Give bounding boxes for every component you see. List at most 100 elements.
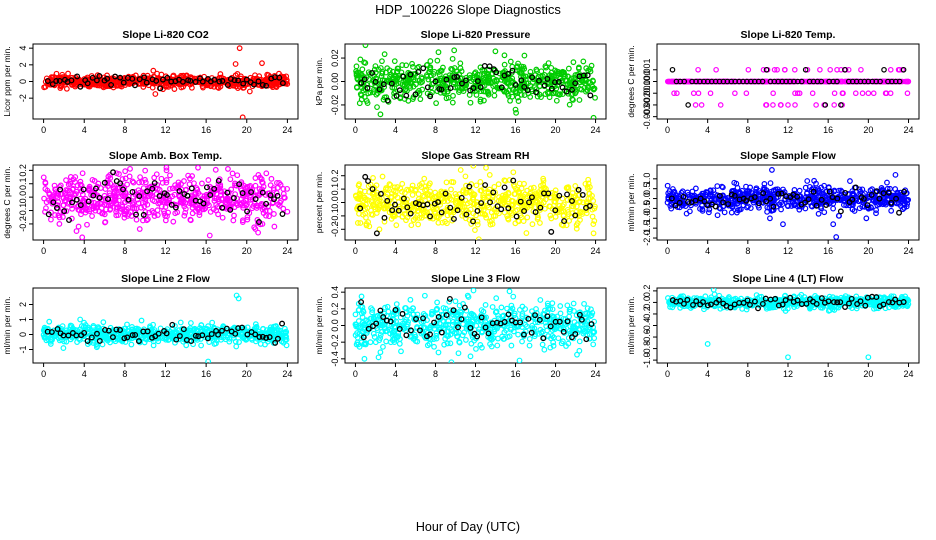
data-point [100,319,107,326]
data-point [251,224,258,231]
data-point [266,213,272,220]
data-point [410,217,417,223]
data-point [545,60,552,67]
data-point [851,208,858,214]
data-point [113,212,120,219]
y-axis-label: degrees C per min. [626,45,636,117]
x-tick-label: 20 [242,246,252,256]
data-point [470,165,477,169]
data-point [483,70,490,77]
data-point [111,190,118,196]
data-point [680,193,687,200]
data-point [191,194,198,201]
data-point [194,205,201,212]
data-point [357,220,364,226]
data-point [255,78,262,85]
data-point [206,202,212,209]
data-point [775,194,781,200]
data-point [45,336,51,342]
data-point [110,82,117,89]
data-point [279,80,286,87]
data-point [169,321,176,328]
data-point [122,211,128,218]
data-point [427,93,434,100]
panel-title: Slope Li-820 Pressure [421,29,531,41]
x-tick-label: 12 [160,246,170,256]
data-point [444,204,451,211]
data-point [901,188,908,195]
data-point [356,181,362,188]
data-point [770,102,776,108]
data-point [96,194,103,201]
x-tick-label: 12 [470,125,480,135]
data-point [805,196,812,203]
y-tick-label: 0.0 [330,196,340,209]
data-points [40,165,291,240]
data-point [184,192,191,199]
data-point [187,77,194,84]
data-point [427,66,434,73]
data-point [399,62,406,68]
data-point [830,205,837,212]
data-point [56,220,63,227]
data-point [792,90,798,97]
data-point [827,66,833,73]
data-point [751,194,758,201]
data-point [160,86,166,93]
y-tick-label: 4 [18,46,28,51]
data-point [582,80,589,87]
data-point [731,192,738,199]
x-tick-label: 16 [201,125,211,135]
data-point [133,211,140,218]
data-point [142,179,149,186]
data-point [582,180,589,187]
data-point [163,165,170,171]
data-point [132,332,139,338]
data-point [401,190,408,196]
figure-x-axis-label: Hour of Day (UTC) [416,520,520,534]
data-point [151,180,158,186]
data-point [767,215,773,222]
y-tick-label: 1.0 [642,173,652,186]
data-point [219,204,226,211]
x-tick-label: 8 [433,125,438,135]
y-tick-label: 0.5 [642,182,652,195]
data-point [433,205,440,212]
data-point [407,79,414,86]
data-points [353,44,598,119]
data-point [179,78,186,85]
data-point [450,215,457,222]
data-point [809,90,816,97]
data-point [284,208,291,215]
data-point [162,336,169,343]
data-points [40,292,290,363]
data-point [104,72,110,79]
x-tick-label: 16 [511,125,521,135]
data-point [435,199,441,206]
data-point [888,207,895,214]
data-point [167,172,173,179]
y-tick-label: 0.0 [642,192,652,205]
panel-4: Slope Amb. Box Temp.degrees C per min.0 4… [2,150,299,256]
data-point [395,207,402,214]
data-point [69,199,76,206]
data-point [259,81,266,88]
data-point [721,209,728,216]
data-point [740,202,747,209]
data-point [86,183,93,190]
data-point [448,196,455,203]
data-point [227,176,234,183]
data-point [151,213,158,219]
data-point [440,64,446,71]
data-point [462,77,469,84]
data-point [463,211,470,218]
data-point [680,200,686,206]
data-point [132,82,138,89]
data-point [526,336,533,342]
data-point [258,176,265,183]
data-point [419,79,426,85]
data-point [157,85,164,92]
data-point [569,190,576,196]
data-point [156,193,163,199]
